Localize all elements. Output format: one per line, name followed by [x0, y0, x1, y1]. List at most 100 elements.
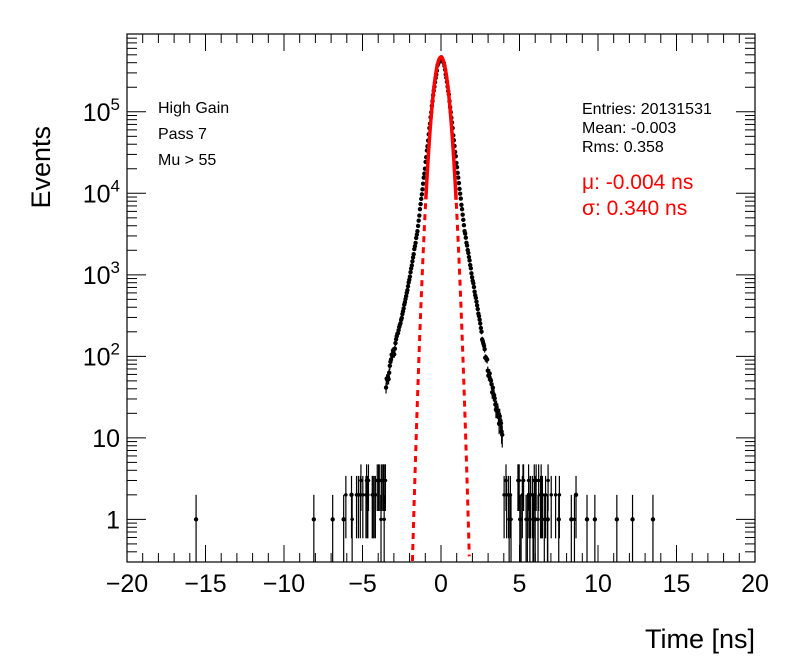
data-point — [405, 284, 411, 289]
data-point — [416, 218, 421, 223]
data-point — [466, 254, 472, 260]
data-point — [409, 263, 414, 268]
data-point — [469, 275, 475, 280]
data-point — [474, 299, 479, 304]
data-point — [473, 295, 479, 301]
data-point — [386, 370, 392, 375]
data-point — [383, 478, 388, 483]
data-point — [419, 196, 424, 202]
data-point — [482, 346, 487, 352]
x-tick-label: 5 — [513, 570, 527, 598]
data-point — [373, 493, 378, 497]
data-point — [414, 232, 420, 237]
data-point — [492, 396, 497, 401]
data-point — [463, 235, 469, 240]
stats-entries: Entries: 20131531 — [582, 101, 712, 118]
data-point — [393, 340, 398, 346]
data-point — [498, 420, 504, 426]
y-tick-label: 1 — [106, 506, 120, 534]
data-point — [471, 281, 476, 286]
stats-mean: Mean: -0.003 — [582, 120, 676, 137]
data-point — [193, 517, 199, 522]
data-point — [457, 186, 462, 192]
data-point — [415, 223, 421, 229]
data-point — [476, 313, 482, 319]
data-point — [417, 213, 422, 218]
labels-layer: −20 −15 −10 −5 0 5 10 15 20 1 10 102 103 104 105 — [83, 95, 769, 598]
data-point — [341, 517, 346, 522]
x-tick-label: −15 — [184, 570, 226, 598]
data-point — [330, 517, 335, 522]
data-point — [387, 363, 393, 368]
data-point — [361, 493, 365, 497]
label-mu-cut: Mu > 55 — [158, 152, 216, 169]
data-point — [386, 376, 391, 382]
data-point — [539, 492, 544, 498]
data-point — [509, 517, 513, 522]
data-point — [534, 478, 538, 483]
data-point — [545, 517, 550, 522]
data-point — [469, 271, 474, 276]
data-point — [420, 187, 425, 192]
x-tick-label: −20 — [106, 570, 148, 598]
x-tick-label: 0 — [434, 570, 448, 598]
data-point — [403, 293, 409, 299]
data-point — [490, 385, 496, 390]
x-tick-label: −10 — [263, 570, 305, 598]
data-point — [573, 492, 579, 498]
data-point — [458, 196, 463, 201]
y-tick-label: 104 — [83, 176, 120, 208]
data-point — [487, 371, 492, 376]
data-point — [526, 492, 532, 498]
data-point — [420, 181, 426, 186]
data-point — [410, 259, 415, 264]
data-point — [466, 250, 471, 256]
data-point — [419, 192, 425, 197]
data-point — [556, 517, 561, 522]
x-tick-label: 15 — [663, 570, 691, 598]
x-tick-label: 10 — [584, 570, 612, 598]
data-point — [569, 517, 574, 522]
data-point — [475, 306, 480, 312]
data-point — [614, 517, 620, 522]
y-tick-label: 103 — [83, 258, 120, 290]
data-point — [536, 478, 541, 483]
data-point — [468, 266, 474, 271]
y-tick-label: 102 — [83, 339, 120, 371]
data-point — [464, 243, 470, 248]
data-point — [421, 175, 426, 180]
data-point — [459, 206, 465, 212]
data-point — [471, 284, 477, 290]
data-point — [533, 517, 538, 522]
data-point — [398, 321, 403, 326]
data-point — [456, 175, 461, 180]
data-point — [366, 478, 371, 483]
data-point — [650, 517, 656, 522]
data-point — [521, 478, 526, 483]
data-point — [405, 287, 410, 293]
data-point — [630, 517, 635, 522]
data-point — [502, 493, 506, 497]
data-point — [418, 201, 423, 207]
x-tick-label: 20 — [741, 570, 769, 598]
data-point — [478, 321, 483, 326]
data-point — [546, 478, 550, 483]
data-point — [457, 191, 463, 196]
y-tick-label: 10 — [92, 425, 120, 453]
data-point — [456, 180, 462, 186]
data-point — [525, 517, 530, 522]
data-point — [461, 217, 466, 223]
data-point — [572, 517, 577, 522]
data-point — [382, 517, 386, 522]
data-point — [459, 202, 464, 207]
label-pass: Pass 7 — [158, 126, 207, 143]
data-point — [543, 493, 548, 497]
fit-mu: μ: -0.004 ns — [582, 171, 693, 194]
data-point — [461, 222, 467, 228]
data-point — [462, 231, 468, 236]
data-point — [478, 325, 484, 331]
data-point — [349, 492, 354, 498]
data-point — [383, 385, 389, 390]
x-axis-title: Time [ns] — [645, 624, 755, 654]
